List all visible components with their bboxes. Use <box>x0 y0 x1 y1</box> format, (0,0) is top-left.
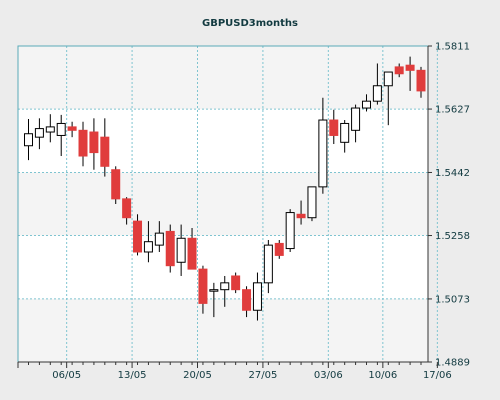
candle-body-down <box>231 275 241 291</box>
candle <box>405 56 415 91</box>
candle <box>329 109 339 145</box>
y-tick-label: 1.5442 <box>435 168 470 179</box>
candle-body-up <box>176 237 186 263</box>
candle <box>67 121 77 138</box>
candle <box>372 63 382 105</box>
x-tick-label: 10/06 <box>368 370 397 381</box>
candle-body-up <box>209 289 219 292</box>
candle-body-up <box>143 241 153 253</box>
candle-body-up <box>372 85 382 102</box>
y-axis-ticks: 1.5811 1.5627 1.5442 1.5258 1.5073 1.4889 <box>428 42 470 369</box>
candle-body-up <box>45 126 55 133</box>
candle-body-up <box>154 232 164 246</box>
candle-body-up <box>263 244 273 284</box>
candle <box>34 118 44 150</box>
candle <box>143 221 153 263</box>
candle-body-down <box>405 64 415 71</box>
candle <box>351 104 361 143</box>
candle <box>307 186 317 222</box>
x-tick-label: 06/05 <box>52 370 81 381</box>
plot-background <box>18 46 428 362</box>
candle <box>383 71 393 126</box>
candle-body-up <box>383 71 393 87</box>
candle <box>111 166 121 204</box>
y-tick-label: 1.5811 <box>435 42 470 53</box>
candle-body-down <box>296 213 306 219</box>
candle-body-up <box>361 100 371 109</box>
candle <box>89 118 99 170</box>
x-tick-label: 17/06 <box>423 370 452 381</box>
candle <box>176 224 186 276</box>
candle <box>165 224 175 273</box>
candle <box>252 272 262 321</box>
plot-band <box>18 46 428 110</box>
candle <box>209 282 219 318</box>
candle-body-up <box>285 212 295 250</box>
candle-body-down <box>133 220 143 253</box>
axes <box>17 45 429 363</box>
candle-body-down <box>242 289 252 311</box>
candle-body-down <box>394 66 404 75</box>
candle <box>263 239 273 294</box>
candle <box>361 94 371 112</box>
candle <box>416 66 426 98</box>
candle-body-down <box>122 198 132 219</box>
candle-body-up <box>351 107 361 131</box>
candle-body-down <box>198 268 208 304</box>
candle-body-down <box>67 126 77 131</box>
candle <box>220 275 230 307</box>
candle <box>274 239 284 259</box>
y-tick-label: 1.5073 <box>435 294 470 305</box>
candle <box>285 209 295 252</box>
candle <box>296 200 306 225</box>
candle-body-up <box>340 122 350 143</box>
x-tick-label: 03/06 <box>314 370 343 381</box>
candle-body-up <box>252 282 262 311</box>
y-tick-label: 1.5627 <box>435 105 470 116</box>
candle <box>187 227 197 270</box>
candle <box>24 119 33 161</box>
candle <box>154 221 164 252</box>
candle-body-down <box>100 136 110 167</box>
candle-body-down <box>187 237 197 270</box>
candle-body-down <box>329 119 339 136</box>
candle-body-up <box>307 186 317 219</box>
candle-body-down <box>111 169 121 200</box>
candle <box>318 97 328 194</box>
candle-body-down <box>78 129 88 157</box>
candle-body-down <box>165 230 175 267</box>
candle <box>133 214 143 256</box>
y-tick-label: 1.4889 <box>435 358 470 369</box>
candle <box>100 118 110 177</box>
candle <box>78 121 88 167</box>
candle <box>45 114 55 143</box>
candle-body-up <box>318 119 328 188</box>
candle-body-up <box>56 122 66 136</box>
candle <box>198 265 208 314</box>
x-tick-label: 13/05 <box>118 370 147 381</box>
candle <box>340 120 350 153</box>
candle-body-up <box>220 282 230 291</box>
candle-body-down <box>416 69 426 92</box>
candles <box>24 56 426 321</box>
chart-title: GBPUSD3months <box>202 18 298 29</box>
candle <box>56 114 66 157</box>
x-tick-label: 20/05 <box>183 370 212 381</box>
candle-body-up <box>24 133 33 147</box>
candle-body-down <box>274 242 284 256</box>
candle <box>231 272 241 294</box>
y-tick-label: 1.5258 <box>435 231 470 242</box>
candle <box>242 286 252 318</box>
plot-band <box>18 172 428 236</box>
candle-body-down <box>89 131 99 154</box>
x-axis-ticks: 06/05 13/05 20/05 27/05 03/06 10/06 17/06 <box>17 362 452 381</box>
candle <box>122 197 132 225</box>
x-tick-label: 27/05 <box>248 370 277 381</box>
candle-body-up <box>34 128 44 138</box>
plot-band <box>18 298 428 362</box>
candle <box>394 63 404 78</box>
